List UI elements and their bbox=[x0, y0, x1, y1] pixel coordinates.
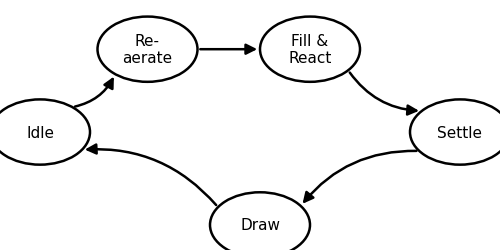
Ellipse shape bbox=[210, 192, 310, 250]
Text: Settle: Settle bbox=[438, 125, 482, 140]
Ellipse shape bbox=[260, 18, 360, 82]
Ellipse shape bbox=[0, 100, 90, 165]
Text: Draw: Draw bbox=[240, 218, 280, 232]
Text: Idle: Idle bbox=[26, 125, 54, 140]
Text: Fill &
React: Fill & React bbox=[288, 34, 332, 66]
Text: Re-
aerate: Re- aerate bbox=[122, 34, 172, 66]
Ellipse shape bbox=[410, 100, 500, 165]
Ellipse shape bbox=[98, 18, 198, 82]
